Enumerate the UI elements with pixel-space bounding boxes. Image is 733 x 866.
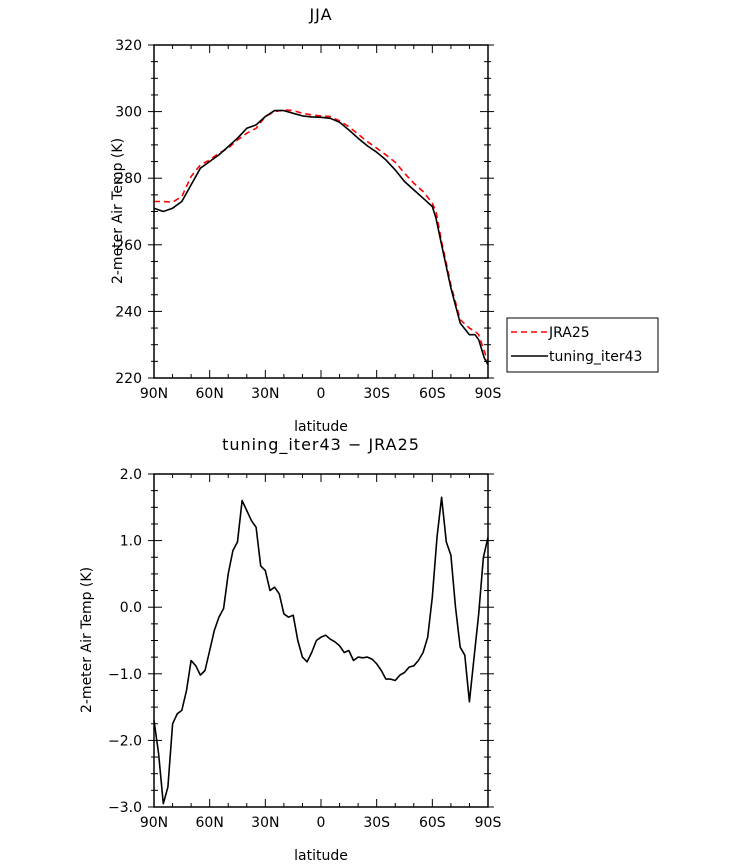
top-series-line-tuning-iter43 [153, 109, 489, 366]
bottom-y-tick-label: −2.0 [108, 733, 142, 749]
legend-label-jra25: JRA25 [548, 325, 590, 341]
bottom-title: tuning_iter43 − JRA25 [222, 435, 420, 455]
bottom-y-axis-label: 2-meter Air Temp (K) [79, 567, 95, 713]
top-x-tick-label: 0 [317, 386, 326, 402]
top-x-tick-label: 30S [363, 386, 390, 402]
top-x-tick-label: 90S [475, 386, 502, 402]
top-x-tick-label: 30N [251, 386, 279, 402]
top-x-tick-label: 60S [419, 386, 446, 402]
bottom-x-tick-label: 90N [140, 815, 168, 831]
bottom-x-tick-label: 60N [196, 815, 224, 831]
top-series-lines [153, 109, 489, 366]
legend: JRA25 tuning_iter43 [506, 317, 659, 373]
top-plot-frame [153, 44, 489, 379]
bottom-ticks: 90N 60N 30N 0 30S 60S 90S −3.0 −2.0 −1.0 0.0 1.0 2.0 [108, 467, 501, 831]
bottom-x-tick-label: 30N [251, 815, 279, 831]
bottom-y-tick-label: −3.0 [108, 800, 142, 816]
top-y-tick-label: 220 [115, 371, 142, 387]
bottom-y-tick-label: −1.0 [108, 667, 142, 683]
legend-box [506, 317, 659, 373]
bottom-x-tick-label: 60S [419, 815, 446, 831]
bottom-y-tick-label: 0.0 [120, 600, 142, 616]
bottom-x-axis-label: latitude [294, 848, 348, 864]
top-ticks: 90N 60N 30N 0 30S 60S 90S 220 240 260 280 300 320 [115, 38, 501, 402]
bottom-x-tick-label: 90S [475, 815, 502, 831]
bottom-x-tick-label: 30S [363, 815, 390, 831]
top-y-tick-label: 320 [115, 38, 142, 54]
top-x-tick-label: 90N [140, 386, 168, 402]
panel-top: JJA 90N 60N 30N 0 30S 60S 90S 220 240 260 280 300 32… [110, 5, 501, 435]
bottom-x-tick-label: 0 [317, 815, 326, 831]
legend-label-tuning-iter43: tuning_iter43 [549, 349, 642, 365]
panel-bottom: tuning_iter43 − JRA25 90N 60N 30N 0 30S 60S 90… [79, 435, 501, 864]
top-y-axis-label: 2-meter Air Temp (K) [110, 138, 126, 284]
top-x-axis-label: latitude [294, 419, 348, 435]
top-x-tick-label: 60N [196, 386, 224, 402]
bottom-y-tick-label: 2.0 [120, 467, 142, 483]
top-y-tick-label: 300 [115, 105, 142, 121]
top-y-tick-label: 240 [115, 304, 142, 320]
bottom-y-tick-label: 1.0 [120, 534, 142, 550]
top-series-line-jra25 [154, 109, 489, 362]
bottom-series-line-0 [153, 496, 489, 805]
bottom-series-lines [153, 496, 489, 805]
top-y-tick-label: 280 [115, 171, 142, 187]
top-y-tick-label: 260 [115, 238, 142, 254]
top-title: JJA [308, 5, 332, 24]
